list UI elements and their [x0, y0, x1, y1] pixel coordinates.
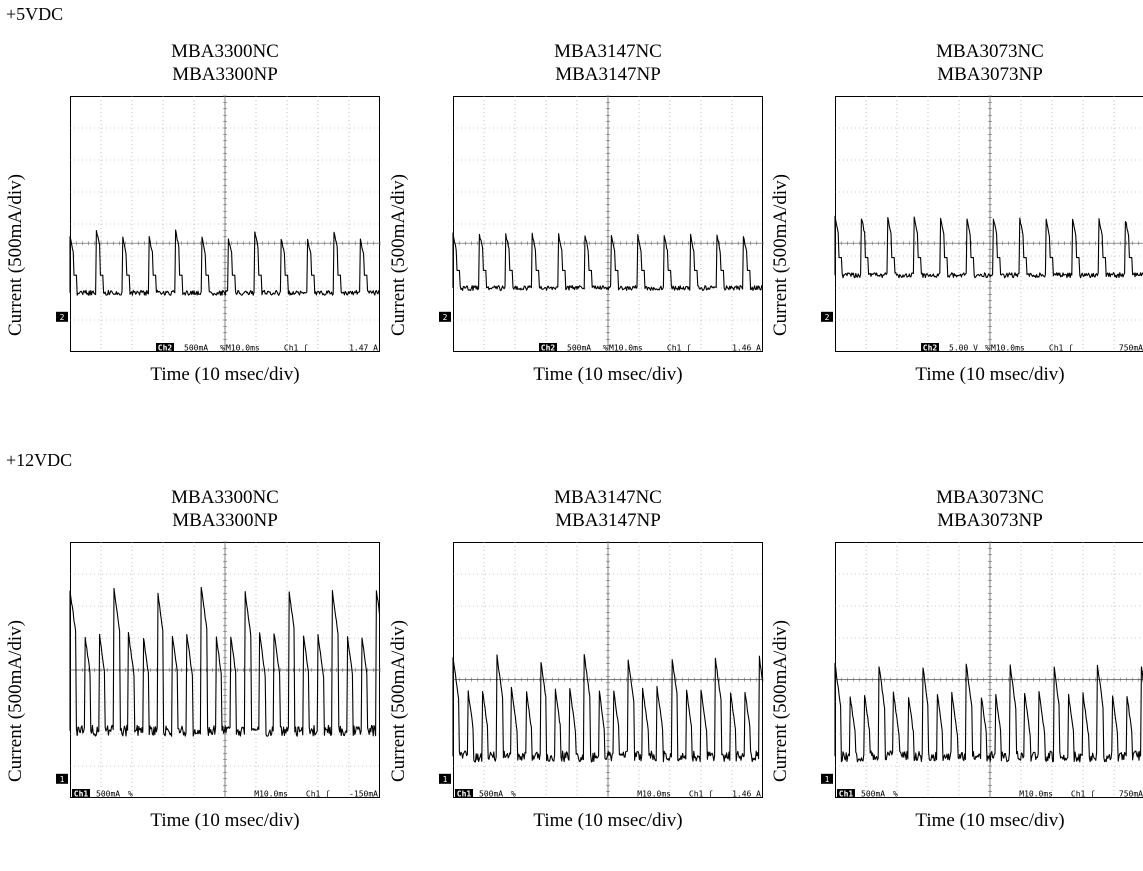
- status-text: Ch1 ʃ: [689, 790, 713, 799]
- status-text: %: [985, 344, 990, 353]
- chart-title-line2: MBA3300NP: [70, 63, 380, 86]
- status-text: M10.0ms: [254, 790, 288, 799]
- ground-marker-label: 1: [443, 775, 448, 784]
- scope-panel: MBA3073NC MBA3073NP Current (500mA/div) …: [765, 40, 1143, 420]
- chart-title: MBA3073NC MBA3073NP: [835, 40, 1143, 86]
- chart-title-line1: MBA3073NC: [835, 486, 1143, 509]
- chart-title-line1: MBA3147NC: [453, 486, 763, 509]
- channel-badge-label: Ch1: [74, 790, 89, 799]
- status-text: %: [128, 790, 133, 799]
- y-axis-label: Current (500mA/div): [5, 531, 27, 871]
- ground-marker-label: 2: [60, 313, 65, 322]
- status-text: 1.46 A: [732, 790, 761, 799]
- chart-title-line2: MBA3147NP: [453, 63, 763, 86]
- status-text: Ch1 ʃ: [667, 344, 691, 353]
- status-text: 500mA: [861, 790, 885, 799]
- channel-badge-label: Ch2: [158, 344, 173, 353]
- scope-panel: MBA3073NC MBA3073NP Current (500mA/div) …: [765, 486, 1143, 866]
- scope-panel: MBA3300NC MBA3300NP Current (500mA/div) …: [0, 40, 385, 420]
- x-axis-label: Time (10 msec/div): [70, 810, 380, 832]
- x-axis-label: Time (10 msec/div): [453, 364, 763, 386]
- chart-title-line2: MBA3300NP: [70, 509, 380, 532]
- status-text: 500mA: [567, 344, 591, 353]
- y-axis-label: Current (500mA/div): [388, 531, 410, 871]
- status-text: M10.0ms: [991, 344, 1025, 353]
- status-text: %: [511, 790, 516, 799]
- chart-title-line1: MBA3300NC: [70, 486, 380, 509]
- status-text: M10.0ms: [226, 344, 260, 353]
- status-text: M10.0ms: [609, 344, 643, 353]
- status-text: 5.00 V: [949, 344, 978, 353]
- status-text: Ch1 ʃ: [1071, 790, 1095, 799]
- status-text: Ch1 ʃ: [1049, 344, 1073, 353]
- status-text: 1.47 A: [349, 344, 378, 353]
- status-text: %: [893, 790, 898, 799]
- status-text: Ch1 ʃ: [306, 790, 330, 799]
- y-axis-label: Current (500mA/div): [770, 531, 792, 871]
- status-text: 750mA: [1119, 344, 1143, 353]
- x-axis-label: Time (10 msec/div): [835, 364, 1143, 386]
- status-text: 500mA: [96, 790, 120, 799]
- chart-title: MBA3147NC MBA3147NP: [453, 486, 763, 532]
- y-axis-label: Current (500mA/div): [770, 85, 792, 425]
- chart-title: MBA3147NC MBA3147NP: [453, 40, 763, 86]
- status-text: -150mA: [349, 790, 378, 799]
- chart-title: MBA3300NC MBA3300NP: [70, 40, 380, 86]
- scope-panel: MBA3147NC MBA3147NP Current (500mA/div) …: [383, 486, 768, 866]
- status-text: %: [220, 344, 225, 353]
- ground-marker-label: 1: [825, 775, 830, 784]
- y-axis-label: Current (500mA/div): [5, 85, 27, 425]
- section-label-5vdc: +5VDC: [6, 4, 63, 25]
- status-text: M10.0ms: [1019, 790, 1053, 799]
- chart-title-line2: MBA3147NP: [453, 509, 763, 532]
- y-axis-label: Current (500mA/div): [388, 85, 410, 425]
- ground-marker-label: 2: [825, 313, 830, 322]
- status-text: 500mA: [479, 790, 503, 799]
- status-text: 750mA: [1119, 790, 1143, 799]
- status-text: 1.46 A: [732, 344, 761, 353]
- chart-title-line1: MBA3147NC: [453, 40, 763, 63]
- section-label-12vdc: +12VDC: [6, 450, 72, 471]
- channel-badge-label: Ch1: [839, 790, 854, 799]
- channel-badge-label: Ch2: [923, 344, 938, 353]
- chart-title-line1: MBA3300NC: [70, 40, 380, 63]
- x-axis-label: Time (10 msec/div): [70, 364, 380, 386]
- scope-panel: MBA3300NC MBA3300NP Current (500mA/div) …: [0, 486, 385, 866]
- chart-title-line2: MBA3073NP: [835, 63, 1143, 86]
- chart-title: MBA3073NC MBA3073NP: [835, 486, 1143, 532]
- channel-badge-label: Ch1: [457, 790, 472, 799]
- status-text: %: [603, 344, 608, 353]
- chart-title: MBA3300NC MBA3300NP: [70, 486, 380, 532]
- chart-title-line2: MBA3073NP: [835, 509, 1143, 532]
- chart-title-line1: MBA3073NC: [835, 40, 1143, 63]
- ground-marker-label: 2: [443, 313, 448, 322]
- x-axis-label: Time (10 msec/div): [453, 810, 763, 832]
- ground-marker-label: 1: [60, 775, 65, 784]
- status-text: Ch1 ʃ: [284, 344, 308, 353]
- status-text: M10.0ms: [637, 790, 671, 799]
- scope-panel: MBA3147NC MBA3147NP Current (500mA/div) …: [383, 40, 768, 420]
- channel-badge-label: Ch2: [541, 344, 556, 353]
- x-axis-label: Time (10 msec/div): [835, 810, 1143, 832]
- status-text: 500mA: [184, 344, 208, 353]
